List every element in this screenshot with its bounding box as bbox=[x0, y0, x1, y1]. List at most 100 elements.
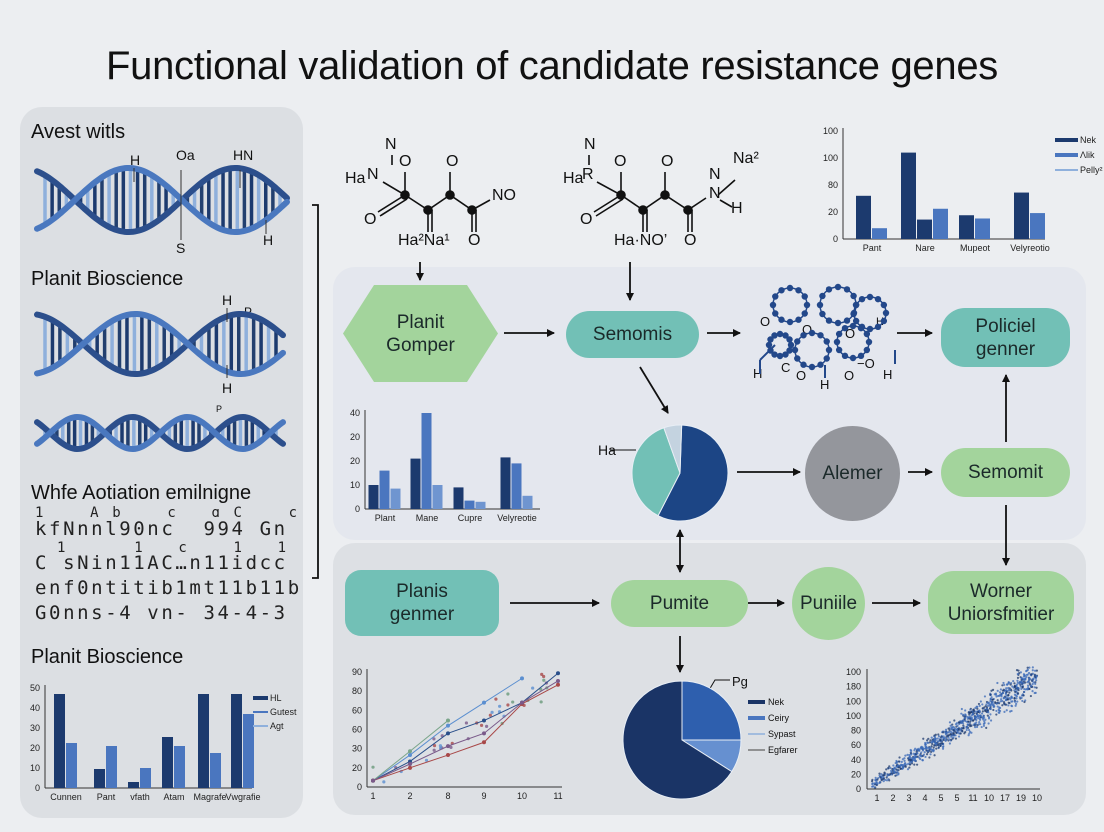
bar bbox=[432, 485, 443, 509]
bar bbox=[243, 714, 254, 788]
bar bbox=[475, 501, 486, 509]
data-point bbox=[948, 721, 952, 724]
data-point bbox=[1005, 703, 1008, 706]
atom-label: N bbox=[584, 136, 596, 153]
bar bbox=[128, 782, 139, 788]
bar bbox=[162, 737, 173, 788]
node-worner-uniorsfmitier[interactable]: Worner Uniorsfmitier bbox=[928, 571, 1074, 634]
data-point bbox=[382, 780, 386, 784]
data-point bbox=[916, 763, 919, 766]
data-point bbox=[976, 705, 979, 708]
data-point bbox=[937, 746, 940, 749]
data-point bbox=[408, 749, 412, 754]
data-point bbox=[999, 700, 1002, 703]
data-point bbox=[967, 711, 970, 714]
y-tick-label: 40 bbox=[851, 755, 861, 765]
node-planis-genmer[interactable]: Planis genmer bbox=[345, 570, 499, 636]
data-point bbox=[424, 758, 429, 762]
x-tick-label: Nare bbox=[915, 243, 935, 253]
data-point bbox=[952, 732, 955, 735]
data-point bbox=[897, 760, 901, 763]
data-point bbox=[408, 765, 412, 770]
data-point bbox=[885, 779, 889, 782]
sequence-line: 1 A b c ɑ C c bbox=[35, 505, 300, 521]
data-point bbox=[978, 710, 982, 713]
data-point bbox=[408, 753, 412, 758]
data-point bbox=[1034, 682, 1037, 685]
data-point bbox=[995, 702, 998, 705]
data-point bbox=[1010, 704, 1013, 707]
data-point bbox=[894, 767, 897, 770]
data-point bbox=[922, 747, 925, 750]
data-point bbox=[934, 733, 937, 736]
bar bbox=[500, 457, 511, 509]
arrow-semomis-to-pie bbox=[639, 366, 669, 414]
data-point bbox=[979, 700, 982, 703]
node-puniile[interactable]: Puniile bbox=[792, 567, 865, 640]
node-semomit[interactable]: Semomit bbox=[941, 448, 1070, 497]
data-point bbox=[904, 754, 907, 757]
data-point bbox=[924, 742, 927, 746]
bar bbox=[933, 208, 948, 239]
line-series bbox=[372, 680, 559, 782]
data-point bbox=[941, 746, 945, 749]
section-title-avest: Avest witls bbox=[31, 121, 126, 143]
x-tick-label: Velyreotie bbox=[497, 513, 537, 523]
node-policiel-genner[interactable]: Policiel genner bbox=[941, 308, 1070, 367]
data-point bbox=[488, 713, 492, 717]
data-point bbox=[1010, 695, 1013, 698]
data-point bbox=[891, 772, 894, 775]
data-point bbox=[892, 768, 895, 771]
data-point bbox=[371, 765, 375, 769]
data-point bbox=[992, 703, 995, 706]
data-point bbox=[1016, 676, 1020, 680]
data-point bbox=[1024, 681, 1027, 684]
x-tick-label: 2 bbox=[407, 791, 412, 801]
data-point bbox=[1002, 681, 1005, 685]
atom-label: N bbox=[385, 136, 397, 153]
node-alemer[interactable]: Alemer bbox=[805, 426, 900, 521]
atom-label: H bbox=[883, 367, 893, 382]
data-point bbox=[1035, 679, 1038, 682]
bar bbox=[210, 753, 221, 788]
data-point bbox=[925, 749, 928, 752]
x-tick-label: 9 bbox=[481, 791, 486, 801]
data-point bbox=[1028, 677, 1031, 680]
data-point bbox=[897, 773, 900, 776]
helix-strand bbox=[34, 414, 286, 452]
sequence-line: 1 1 c 1 1 bbox=[35, 540, 289, 556]
data-point bbox=[942, 731, 945, 734]
x-tick-label: Velyreotio bbox=[1010, 243, 1050, 253]
data-point bbox=[999, 698, 1003, 701]
bar bbox=[94, 769, 105, 788]
data-point bbox=[931, 742, 934, 746]
data-point bbox=[989, 697, 992, 701]
data-point bbox=[1004, 699, 1007, 702]
data-point bbox=[1031, 666, 1034, 669]
data-point bbox=[944, 738, 948, 741]
node-pumite[interactable]: Pumite bbox=[611, 580, 748, 627]
molecule-cluster bbox=[759, 283, 896, 378]
data-point bbox=[987, 722, 990, 725]
data-point bbox=[872, 785, 875, 788]
legend-label: Λlik bbox=[1080, 150, 1095, 160]
bar bbox=[901, 152, 916, 239]
data-point bbox=[885, 768, 888, 771]
data-point bbox=[989, 693, 992, 696]
y-tick-label: 0 bbox=[35, 783, 40, 793]
data-point bbox=[1013, 700, 1017, 703]
x-tick-label: Magrafe bbox=[193, 792, 226, 802]
data-point bbox=[899, 767, 903, 770]
node-planit-gomper[interactable]: Planit Gomper bbox=[343, 285, 498, 382]
data-point bbox=[894, 774, 897, 777]
node-semomis[interactable]: Semomis bbox=[566, 311, 699, 358]
x-tick-label: 8 bbox=[445, 791, 450, 801]
data-point bbox=[996, 689, 999, 692]
data-point bbox=[969, 723, 972, 726]
data-point bbox=[965, 726, 968, 729]
data-point bbox=[1028, 666, 1031, 669]
data-point bbox=[929, 753, 932, 756]
data-point bbox=[960, 721, 963, 725]
data-point bbox=[990, 702, 993, 705]
